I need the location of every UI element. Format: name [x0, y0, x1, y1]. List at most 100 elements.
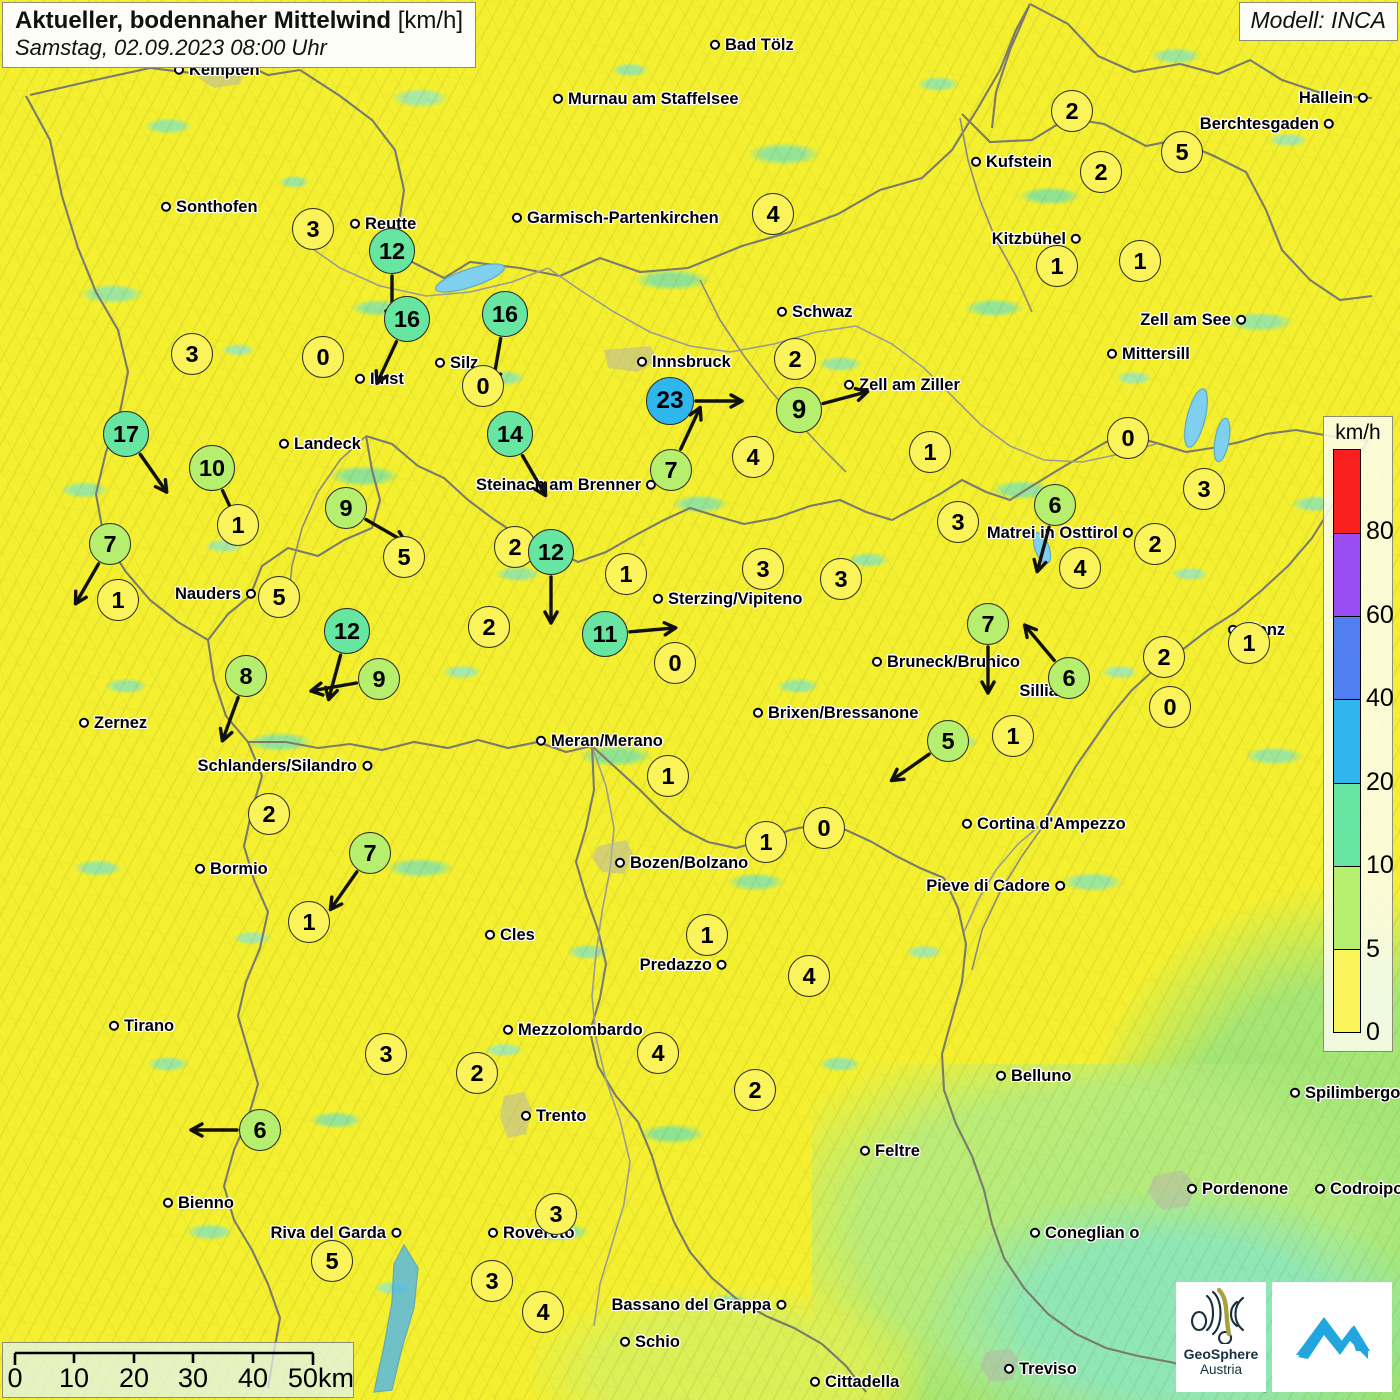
wind-speed-marker[interactable]: 0 [1149, 686, 1191, 728]
city-label: Meran/Merano [536, 733, 663, 750]
wind-speed-marker[interactable]: 3 [1183, 468, 1225, 510]
wind-speed-marker[interactable]: 5 [1161, 131, 1203, 173]
wind-speed-marker[interactable]: 12 [528, 529, 574, 575]
wind-speed-marker[interactable]: 1 [1228, 622, 1270, 664]
wind-speed-marker[interactable]: 7 [650, 449, 692, 491]
city-label: Spilimbergo [1290, 1085, 1400, 1102]
wind-speed-marker[interactable]: 1 [605, 553, 647, 595]
wind-speed-marker[interactable]: 6 [1048, 657, 1090, 699]
wind-speed-marker[interactable]: 1 [1119, 240, 1161, 282]
wind-speed-marker[interactable]: 0 [803, 807, 845, 849]
wind-speed-marker[interactable]: 9 [776, 387, 822, 433]
city-label: Innsbruck [637, 354, 731, 371]
wind-speed-marker[interactable]: 14 [487, 411, 533, 457]
wind-speed-value: 1 [619, 560, 633, 587]
wind-speed-marker[interactable]: 16 [482, 291, 528, 337]
city-dot-icon [844, 380, 854, 390]
city-label: Belluno [996, 1068, 1072, 1085]
wind-speed-marker[interactable]: 9 [358, 658, 400, 700]
wind-speed-marker[interactable]: 2 [734, 1069, 776, 1111]
wind-speed-value: 2 [1157, 643, 1171, 670]
city-label: Treviso [1004, 1361, 1077, 1378]
legend-segment [1334, 782, 1360, 866]
city-dot-icon [79, 718, 89, 728]
wind-speed-marker[interactable]: 4 [752, 193, 794, 235]
city-name: Murnau am Staffelsee [568, 89, 739, 108]
wind-speed-value: 5 [397, 543, 411, 570]
wind-speed-marker[interactable]: 0 [462, 365, 504, 407]
wind-speed-marker[interactable]: 3 [171, 333, 213, 375]
wind-speed-marker[interactable]: 1 [97, 579, 139, 621]
wind-speed-marker[interactable]: 0 [302, 336, 344, 378]
wind-speed-marker[interactable]: 2 [774, 338, 816, 380]
city-dot-icon [1071, 234, 1081, 244]
wind-speed-marker[interactable]: 11 [582, 611, 628, 657]
wind-speed-marker[interactable]: 23 [646, 377, 694, 425]
wind-speed-marker[interactable]: 4 [1059, 547, 1101, 589]
legend-segment [1334, 450, 1360, 534]
city-dot-icon [710, 40, 720, 50]
wind-speed-marker[interactable]: 3 [937, 501, 979, 543]
wind-speed-marker[interactable]: 2 [248, 793, 290, 835]
city-label: Zell am See [1140, 312, 1246, 329]
wind-speed-value: 11 [592, 620, 618, 647]
wind-speed-marker[interactable]: 2 [1080, 151, 1122, 193]
city-name: Sonthofen [176, 197, 258, 216]
city-dot-icon [646, 480, 656, 490]
wind-speed-marker[interactable]: 7 [349, 832, 391, 874]
wind-speed-value: 1 [1133, 247, 1147, 274]
wind-speed-marker[interactable]: 4 [522, 1291, 564, 1333]
city-name: Kitzbühel [991, 229, 1066, 248]
wind-speed-marker[interactable]: 12 [369, 228, 415, 274]
wind-speed-marker[interactable]: 8 [225, 655, 267, 697]
wind-speed-marker[interactable]: 1 [992, 715, 1034, 757]
wind-speed-value: 4 [651, 1039, 665, 1066]
wind-speed-marker[interactable]: 4 [732, 436, 774, 478]
legend-tick-label: 20 [1366, 767, 1394, 796]
wind-speed-marker[interactable]: 10 [189, 445, 235, 491]
wind-speed-marker[interactable]: 1 [647, 755, 689, 797]
wind-speed-marker[interactable]: 1 [909, 431, 951, 473]
wind-speed-marker[interactable]: 2 [468, 606, 510, 648]
city-name: Mittersill [1122, 344, 1190, 363]
wind-speed-marker[interactable]: 6 [239, 1109, 281, 1151]
wind-speed-marker[interactable]: 4 [637, 1032, 679, 1074]
wind-speed-marker[interactable]: 1 [217, 504, 259, 546]
wind-speed-marker[interactable]: 5 [258, 576, 300, 618]
title-panel: Aktueller, bodennaher Mittelwind [km/h] … [2, 2, 477, 69]
city-dot-icon [1123, 528, 1133, 538]
city-label: Brixen/Bressanone [753, 705, 918, 722]
wind-speed-marker[interactable]: 3 [471, 1260, 513, 1302]
wind-speed-marker[interactable]: 9 [325, 487, 367, 529]
wind-speed-value: 1 [302, 908, 316, 935]
wind-speed-marker[interactable]: 3 [535, 1193, 577, 1235]
wind-speed-marker[interactable]: 1 [288, 901, 330, 943]
wind-speed-marker[interactable]: 5 [311, 1240, 353, 1282]
wind-speed-marker[interactable]: 7 [89, 523, 131, 565]
wind-speed-marker[interactable]: 3 [742, 548, 784, 590]
wind-speed-marker[interactable]: 6 [1034, 484, 1076, 526]
legend-segment [1334, 865, 1360, 949]
wind-speed-marker[interactable]: 5 [927, 720, 969, 762]
wind-speed-marker[interactable]: 17 [103, 411, 149, 457]
wind-speed-marker[interactable]: 12 [324, 608, 370, 654]
wind-speed-marker[interactable]: 2 [1051, 90, 1093, 132]
wind-speed-value: 1 [111, 586, 125, 613]
wind-speed-marker[interactable]: 2 [1134, 523, 1176, 565]
wind-speed-marker[interactable]: 2 [456, 1052, 498, 1094]
wind-speed-marker[interactable]: 0 [654, 642, 696, 684]
wind-speed-marker[interactable]: 0 [1107, 417, 1149, 459]
wind-speed-marker[interactable]: 1 [686, 914, 728, 956]
wind-speed-marker[interactable]: 7 [967, 603, 1009, 645]
wind-speed-marker[interactable]: 1 [1036, 245, 1078, 287]
wind-speed-marker[interactable]: 3 [292, 208, 334, 250]
wind-speed-marker[interactable]: 5 [383, 536, 425, 578]
wind-speed-value: 1 [700, 921, 714, 948]
wind-speed-marker[interactable]: 2 [1143, 636, 1185, 678]
scale-bar-ticks [13, 1351, 315, 1365]
wind-speed-marker[interactable]: 3 [365, 1033, 407, 1075]
wind-speed-marker[interactable]: 4 [788, 955, 830, 997]
wind-speed-marker[interactable]: 16 [384, 296, 430, 342]
wind-speed-marker[interactable]: 1 [745, 821, 787, 863]
wind-speed-marker[interactable]: 3 [820, 558, 862, 600]
